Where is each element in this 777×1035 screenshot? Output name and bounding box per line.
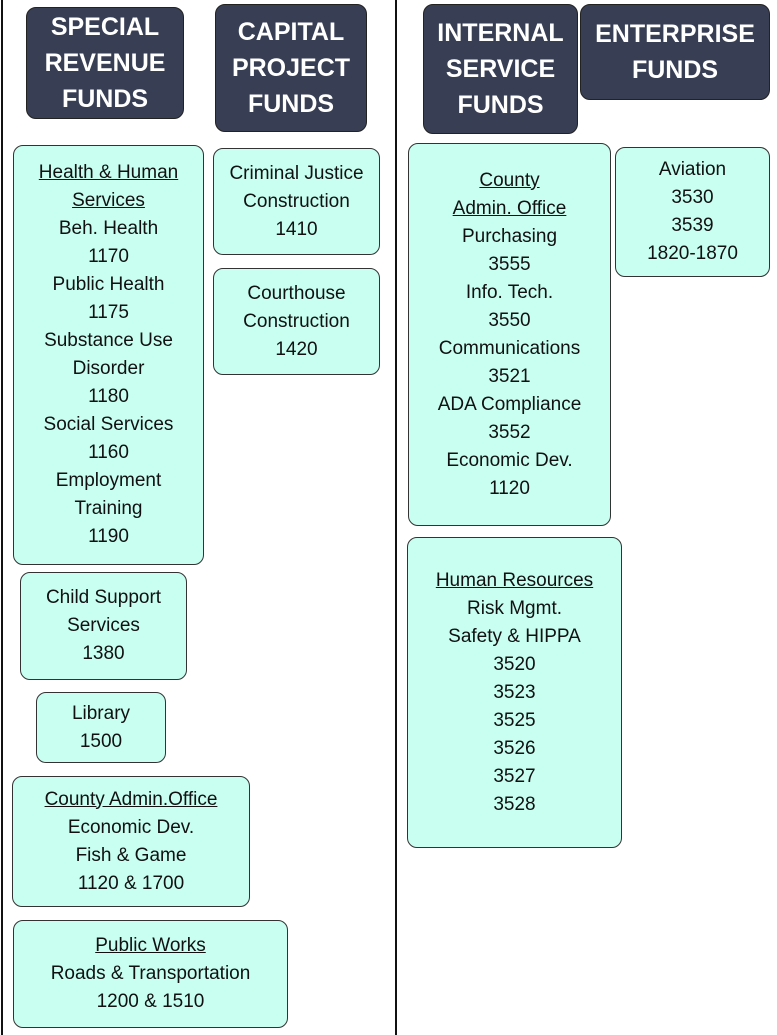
box-line: Roads & Transportation bbox=[50, 963, 251, 984]
box-line: 1380 bbox=[82, 643, 125, 664]
header-text: FUNDS bbox=[631, 56, 719, 84]
box-line: 3525 bbox=[493, 709, 536, 731]
fund-header: ENTERPRISE FUNDS bbox=[580, 4, 770, 100]
box-line: 3521 bbox=[488, 365, 531, 387]
header-text: SPECIAL bbox=[50, 13, 160, 41]
box-line: Communications bbox=[438, 337, 581, 359]
box-line: 1120 & 1700 bbox=[77, 872, 185, 894]
box-line: Aviation bbox=[658, 159, 727, 180]
header-text: INTERNAL bbox=[437, 19, 564, 47]
fund-box: Public Works Roads & Transportation 1200 &… bbox=[13, 920, 288, 1028]
box-line: 1500 bbox=[79, 730, 123, 752]
header-text: SERVICE bbox=[445, 55, 556, 83]
box-line: 1120 bbox=[489, 477, 530, 499]
box-line: Economic Dev. bbox=[446, 449, 573, 471]
box-heading: County bbox=[479, 169, 540, 191]
box-heading: Public Works bbox=[95, 935, 206, 956]
box-line: 1175 bbox=[88, 302, 129, 323]
box-line: Criminal Justice bbox=[229, 162, 364, 184]
box-heading: Human Resources bbox=[435, 569, 594, 591]
box-line: 3526 bbox=[493, 737, 536, 759]
column-divider bbox=[395, 0, 397, 1035]
fund-box: Courthouse Construction 1420 bbox=[213, 268, 380, 375]
box-line: 3555 bbox=[488, 253, 531, 275]
box-line: 1200 & 1510 bbox=[96, 991, 205, 1012]
box-line: 3530 bbox=[671, 187, 714, 208]
fund-box: Criminal Justice Construction 1410 bbox=[213, 148, 380, 255]
box-line: Beh. Health bbox=[58, 218, 159, 239]
box-line: Disorder bbox=[72, 358, 145, 379]
box-line: Construction bbox=[243, 310, 350, 332]
box-line: Risk Mgmt. bbox=[467, 597, 562, 619]
box-line: 3523 bbox=[493, 681, 536, 703]
box-heading: County Admin.Office bbox=[44, 788, 218, 810]
fund-box: Health & Human Services Beh. Health 1170 Pub… bbox=[13, 145, 204, 565]
box-line: Safety & HIPPA bbox=[448, 625, 581, 647]
box-line: ADA Compliance bbox=[437, 393, 582, 415]
box-line: Economic Dev. bbox=[67, 816, 195, 838]
box-line: 1820-1870 bbox=[647, 243, 738, 264]
fund-box: Child Support Services 1380 bbox=[20, 572, 187, 680]
box-line: Construction bbox=[243, 190, 350, 212]
fund-box: Library 1500 bbox=[36, 692, 166, 763]
box-line: 3520 bbox=[493, 653, 536, 675]
box-line: 1420 bbox=[275, 338, 318, 360]
header-text: FUNDS bbox=[457, 91, 544, 119]
box-line: 1160 bbox=[88, 442, 129, 463]
left-border bbox=[1, 0, 3, 1035]
box-line: 1190 bbox=[88, 526, 129, 547]
header-text: REVENUE bbox=[44, 49, 166, 77]
box-line: Child Support bbox=[45, 587, 162, 608]
box-line: 1410 bbox=[275, 218, 318, 240]
box-line: Purchasing bbox=[461, 225, 558, 247]
box-line: 3539 bbox=[671, 215, 714, 236]
box-line: Library bbox=[71, 702, 131, 724]
header-text: FUNDS bbox=[61, 85, 149, 113]
box-line: Fish & Game bbox=[75, 844, 187, 866]
fund-box: County Admin.Office Economic Dev. Fish & G… bbox=[12, 776, 250, 907]
header-text: ENTERPRISE bbox=[595, 20, 755, 48]
box-line: Employment bbox=[55, 470, 162, 491]
header-text: CAPITAL bbox=[237, 18, 345, 46]
header-text: PROJECT bbox=[231, 54, 351, 82]
box-line: 3552 bbox=[488, 421, 531, 443]
fund-box: Human Resources Risk Mgmt. Safety & HIPPA 3… bbox=[407, 537, 622, 848]
fund-box: Aviation 3530 3539 1820-1870 bbox=[615, 147, 770, 277]
fund-box: County Admin. Office Purchasing 3555 Info. T… bbox=[408, 143, 611, 526]
box-heading: Admin. Office bbox=[452, 197, 567, 219]
box-line: 3550 bbox=[488, 309, 531, 331]
box-line: 3527 bbox=[493, 765, 536, 787]
box-heading: Health & Human bbox=[38, 162, 179, 183]
box-heading: Services bbox=[72, 190, 145, 211]
box-line: 3528 bbox=[493, 793, 536, 815]
box-line: Training bbox=[74, 498, 143, 519]
box-line: Substance Use bbox=[44, 330, 173, 351]
box-line: Social Services bbox=[43, 414, 174, 435]
box-line: Public Health bbox=[52, 274, 165, 295]
fund-header: CAPITAL PROJECT FUNDS bbox=[215, 4, 367, 132]
box-line: 1180 bbox=[88, 386, 129, 407]
fund-header: SPECIAL REVENUE FUNDS bbox=[26, 7, 184, 119]
box-line: Courthouse bbox=[247, 282, 346, 304]
header-text: FUNDS bbox=[247, 90, 335, 118]
box-line: 1170 bbox=[88, 246, 129, 267]
box-line: Services bbox=[67, 615, 140, 636]
box-line: Info. Tech. bbox=[465, 281, 554, 303]
fund-header: INTERNAL SERVICE FUNDS bbox=[423, 4, 578, 134]
